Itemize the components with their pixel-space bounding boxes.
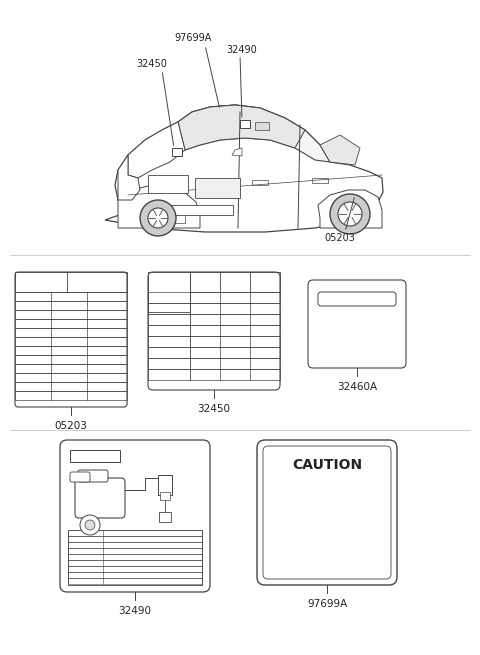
Bar bbox=[148, 303, 280, 314]
Bar bbox=[148, 175, 188, 193]
Bar bbox=[15, 355, 127, 364]
Bar bbox=[148, 205, 233, 215]
Bar bbox=[15, 328, 127, 337]
Bar bbox=[15, 364, 127, 373]
Bar bbox=[68, 530, 202, 585]
Bar bbox=[148, 336, 280, 347]
Polygon shape bbox=[320, 135, 360, 165]
Bar bbox=[15, 391, 127, 400]
Bar bbox=[148, 314, 280, 325]
Bar bbox=[70, 450, 120, 462]
Circle shape bbox=[330, 194, 370, 234]
Circle shape bbox=[338, 202, 362, 226]
Circle shape bbox=[85, 520, 95, 530]
FancyBboxPatch shape bbox=[75, 478, 125, 518]
Bar bbox=[148, 272, 190, 312]
Circle shape bbox=[148, 208, 168, 228]
Bar bbox=[15, 346, 127, 355]
Text: 32450: 32450 bbox=[197, 404, 230, 414]
Text: 32460A: 32460A bbox=[337, 382, 377, 392]
Polygon shape bbox=[178, 105, 330, 162]
Polygon shape bbox=[128, 122, 185, 178]
Text: 05203: 05203 bbox=[324, 233, 355, 243]
Bar bbox=[160, 492, 170, 500]
Bar bbox=[15, 292, 127, 301]
Text: 32490: 32490 bbox=[227, 45, 257, 55]
Bar bbox=[68, 530, 202, 536]
FancyBboxPatch shape bbox=[15, 272, 127, 407]
Bar bbox=[148, 369, 280, 380]
FancyBboxPatch shape bbox=[78, 470, 108, 482]
Bar bbox=[68, 554, 202, 560]
Bar bbox=[68, 578, 202, 584]
Bar bbox=[15, 382, 127, 391]
Polygon shape bbox=[232, 148, 242, 156]
Bar bbox=[15, 310, 127, 319]
Text: CAUTION: CAUTION bbox=[292, 458, 362, 472]
Bar bbox=[15, 301, 127, 310]
Bar bbox=[15, 337, 127, 346]
Bar bbox=[68, 566, 202, 572]
FancyBboxPatch shape bbox=[70, 472, 90, 482]
Polygon shape bbox=[105, 105, 383, 232]
Bar bbox=[15, 272, 127, 292]
Bar bbox=[68, 560, 202, 566]
Bar bbox=[148, 325, 280, 336]
Text: 97699A: 97699A bbox=[174, 33, 212, 43]
FancyBboxPatch shape bbox=[257, 440, 397, 585]
Bar bbox=[252, 180, 268, 185]
Polygon shape bbox=[178, 105, 305, 150]
Bar bbox=[15, 319, 127, 328]
FancyBboxPatch shape bbox=[308, 280, 406, 368]
Polygon shape bbox=[318, 190, 382, 228]
Bar bbox=[148, 347, 280, 358]
FancyBboxPatch shape bbox=[60, 440, 210, 592]
Text: 97699A: 97699A bbox=[307, 599, 347, 609]
Circle shape bbox=[140, 200, 176, 236]
Polygon shape bbox=[118, 186, 200, 228]
Bar bbox=[195, 178, 240, 198]
Bar bbox=[68, 542, 202, 548]
Bar bbox=[155, 215, 185, 223]
Bar bbox=[68, 548, 202, 554]
FancyBboxPatch shape bbox=[148, 272, 280, 390]
Bar bbox=[190, 272, 280, 292]
Text: 32490: 32490 bbox=[119, 606, 152, 616]
Text: 05203: 05203 bbox=[55, 421, 87, 431]
Bar bbox=[172, 148, 182, 156]
Bar bbox=[159, 512, 171, 522]
Bar bbox=[240, 120, 250, 128]
Bar bbox=[148, 292, 280, 303]
Bar bbox=[15, 373, 127, 382]
Bar bbox=[255, 122, 269, 130]
Text: 32450: 32450 bbox=[137, 59, 168, 69]
Bar bbox=[68, 536, 202, 542]
Bar bbox=[68, 572, 202, 578]
Polygon shape bbox=[118, 155, 140, 200]
Bar bbox=[148, 358, 280, 369]
Bar bbox=[158, 475, 172, 495]
FancyBboxPatch shape bbox=[263, 446, 391, 579]
Bar bbox=[312, 178, 328, 183]
FancyBboxPatch shape bbox=[318, 292, 396, 306]
Circle shape bbox=[80, 515, 100, 535]
